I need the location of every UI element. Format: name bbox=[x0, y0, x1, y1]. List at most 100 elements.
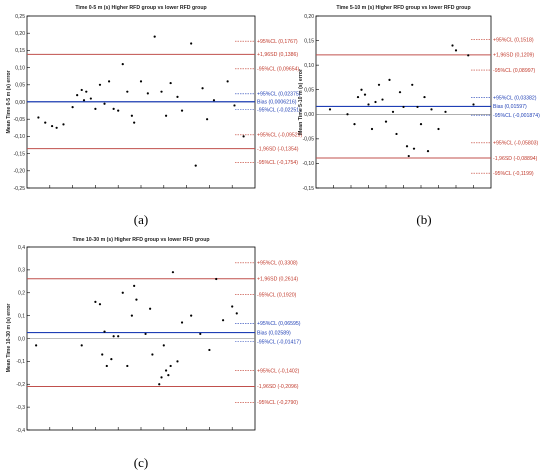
data-point bbox=[353, 123, 356, 126]
data-point bbox=[151, 353, 154, 356]
data-point bbox=[235, 312, 238, 315]
data-point bbox=[388, 78, 391, 81]
data-point bbox=[444, 110, 447, 113]
y-tick-label: 0,05 bbox=[304, 88, 314, 94]
limit-annotation: +95%CL (-0,1402) bbox=[257, 368, 300, 374]
data-point bbox=[133, 284, 136, 287]
data-point bbox=[82, 99, 86, 102]
data-point bbox=[367, 103, 370, 106]
data-point bbox=[80, 88, 83, 92]
data-point bbox=[169, 81, 172, 85]
y-tick-label: -0,3 bbox=[16, 405, 25, 411]
y-tick-label: 0,0 bbox=[18, 336, 25, 342]
limit-annotation: -95%CL (0,08997) bbox=[493, 68, 535, 74]
limit-annotation: -95%CL (-0,001874) bbox=[493, 113, 540, 119]
data-point bbox=[180, 321, 184, 324]
data-point bbox=[89, 97, 92, 100]
data-point bbox=[117, 335, 120, 338]
data-point bbox=[370, 127, 374, 131]
data-point bbox=[356, 95, 360, 99]
data-point bbox=[130, 314, 133, 317]
panel-c: Time 10-30 m (s) Higher RFD group vs low… bbox=[6, 237, 301, 470]
limit-annotation: +95%CL (0,3308) bbox=[257, 261, 298, 267]
data-point bbox=[426, 150, 430, 153]
panel-b: Time 5-10 m (s) Higher RFD group vs lowe… bbox=[298, 5, 540, 227]
limit-annotation: -95%CL (0,1920) bbox=[257, 292, 297, 298]
data-point bbox=[346, 113, 349, 116]
y-axis-label: Mean Time 10-30 m (s) error bbox=[6, 304, 12, 373]
y-tick-label: -0,10 bbox=[303, 161, 315, 167]
chart-title: Time 5-10 m (s) Higher RFD group vs lowe… bbox=[336, 5, 470, 11]
data-point bbox=[206, 118, 209, 121]
limit-annotation: -95%CL (-0,2790) bbox=[257, 400, 298, 406]
data-point bbox=[377, 83, 381, 86]
limit-annotation: +1,96SD (0,1386) bbox=[257, 52, 298, 58]
limit-annotation: +95%CL (0,06595) bbox=[257, 321, 301, 327]
y-tick-label: 0,25 bbox=[15, 14, 25, 20]
data-point bbox=[384, 120, 388, 123]
data-point bbox=[398, 91, 402, 94]
data-point bbox=[171, 271, 175, 274]
data-point bbox=[430, 108, 433, 111]
y-tick-label: -0,05 bbox=[303, 137, 315, 143]
limit-annotation: -95%CL (-0,02251) bbox=[257, 108, 301, 114]
data-point bbox=[94, 107, 97, 110]
limit-annotation: +95%CL (-0,09529) bbox=[257, 133, 302, 139]
data-point bbox=[194, 164, 197, 167]
data-point bbox=[472, 103, 475, 106]
data-point bbox=[94, 300, 97, 303]
data-point bbox=[80, 344, 83, 347]
data-point bbox=[407, 154, 410, 158]
limit-annotation: -95%CL (-0,01417) bbox=[257, 340, 301, 346]
limit-annotation: -1,96SD (-0,1354) bbox=[257, 146, 299, 152]
data-point bbox=[153, 35, 156, 38]
data-point bbox=[44, 121, 47, 124]
y-tick-label: 0,20 bbox=[15, 31, 25, 37]
limit-annotation: -1,96SD (-0,2096) bbox=[257, 384, 299, 390]
data-point bbox=[133, 121, 136, 124]
y-tick-label: -0,05 bbox=[14, 117, 26, 123]
data-point bbox=[190, 314, 193, 317]
data-point bbox=[215, 277, 218, 281]
panel-label: (b) bbox=[416, 212, 431, 227]
data-point bbox=[112, 335, 115, 338]
y-tick-label: -0,2 bbox=[16, 382, 25, 388]
y-tick-label: -0,1 bbox=[16, 359, 25, 365]
data-point bbox=[167, 374, 170, 377]
y-tick-label: 0,00 bbox=[15, 100, 25, 106]
data-point bbox=[110, 357, 113, 361]
data-point bbox=[381, 98, 384, 101]
y-tick-label: -0,10 bbox=[14, 134, 26, 140]
data-point bbox=[164, 369, 168, 372]
data-point bbox=[451, 44, 454, 47]
y-tick-label: 0,2 bbox=[18, 291, 25, 297]
data-point bbox=[144, 332, 147, 336]
data-point bbox=[50, 124, 54, 128]
data-point bbox=[105, 364, 108, 368]
y-tick-label: -0,4 bbox=[16, 428, 25, 434]
data-point bbox=[149, 307, 152, 310]
data-point bbox=[233, 104, 236, 107]
data-point bbox=[402, 105, 405, 109]
data-point bbox=[391, 110, 395, 113]
data-point bbox=[158, 383, 161, 386]
data-point bbox=[190, 42, 193, 45]
data-point bbox=[419, 123, 423, 126]
data-point bbox=[126, 364, 129, 368]
data-point bbox=[35, 344, 38, 347]
data-point bbox=[85, 90, 88, 93]
y-tick-label: -0,15 bbox=[14, 151, 26, 157]
data-point bbox=[395, 132, 398, 136]
limit-annotation: -95%CL (-0,1199) bbox=[493, 171, 534, 177]
data-point bbox=[411, 83, 414, 86]
data-point bbox=[423, 95, 426, 99]
y-tick-label: 0,3 bbox=[18, 268, 25, 274]
limit-annotation: Bias (0,01597) bbox=[493, 104, 527, 110]
data-point bbox=[363, 93, 367, 96]
y-axis-label: Mean Time 0-5 m (s) error bbox=[6, 70, 12, 133]
y-axis-label: Mean Time 5-10 m (s) error bbox=[298, 69, 304, 135]
panel-label: (c) bbox=[134, 455, 148, 470]
data-point bbox=[454, 49, 458, 52]
y-tick-label: -0,25 bbox=[14, 186, 26, 192]
data-point bbox=[231, 305, 234, 308]
